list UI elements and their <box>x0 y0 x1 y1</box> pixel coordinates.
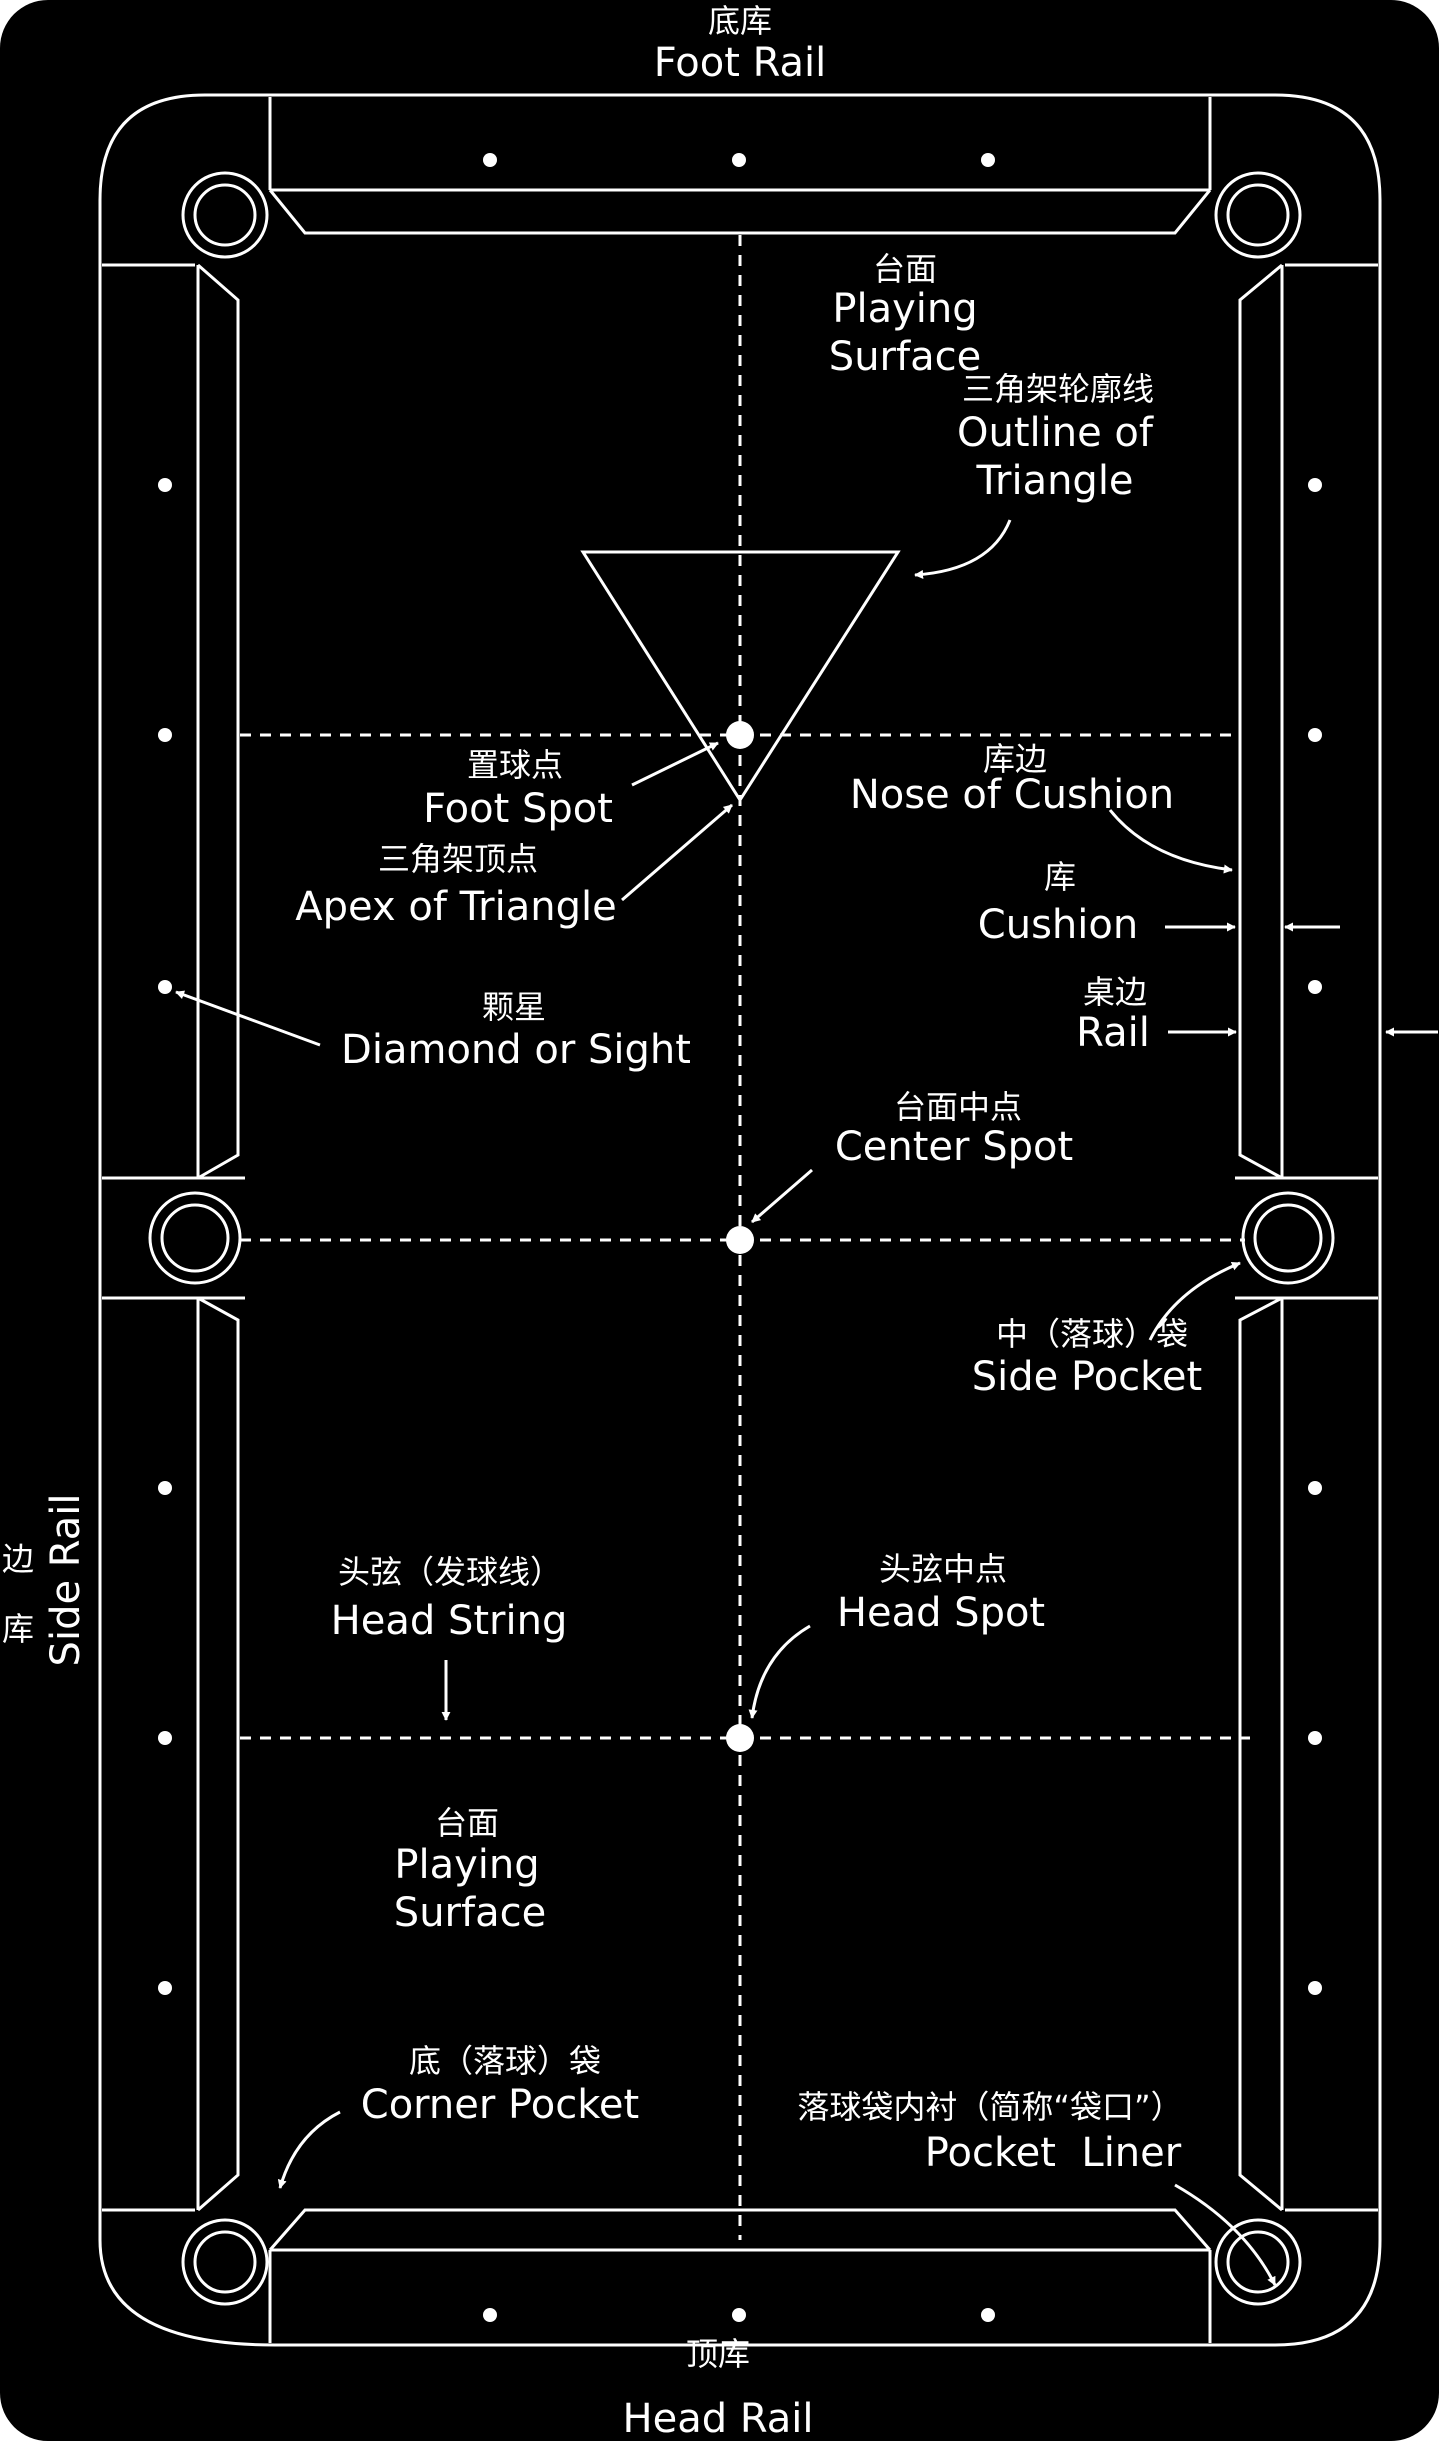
foot-spot <box>726 721 754 749</box>
pocket-liner-en: Pocket Liner <box>925 2130 1182 2176</box>
nose-cushion-en: Nose of Cushion <box>850 772 1174 818</box>
diamond-sights <box>158 153 1322 2322</box>
outline-triangle-en1: Outline of <box>957 410 1154 456</box>
rail-segment-lines <box>102 97 1378 2343</box>
foot-rail-label-cn: 底库 <box>708 2 772 40</box>
diamond-cn: 颗星 <box>482 988 546 1026</box>
center-spot <box>726 1226 754 1254</box>
rail-cn: 桌边 <box>1083 973 1147 1011</box>
foot-spot-en: Foot Spot <box>423 786 613 832</box>
cushion-cn: 库 <box>1044 858 1076 896</box>
corner-pocket-bottom-right <box>1214 2218 1302 2306</box>
side-pocket-cn: 中（落球）袋 <box>996 1315 1188 1353</box>
corner-pocket-top-right <box>1214 171 1302 259</box>
apex-cn: 三角架顶点 <box>378 840 538 878</box>
outline-triangle-cn: 三角架轮廓线 <box>962 370 1154 408</box>
foot-spot-cn: 置球点 <box>467 746 563 784</box>
center-spot-cn: 台面中点 <box>894 1088 1022 1126</box>
side-rail-en: Side Rail <box>43 1494 89 1667</box>
foot-rail-label-en: Foot Rail <box>654 40 827 86</box>
rail-inner-line <box>196 188 1284 2252</box>
head-spot <box>726 1724 754 1752</box>
cushion-nose-outline <box>197 189 1283 2251</box>
head-string-cn: 头弦（发球线） <box>338 1553 562 1591</box>
corner-pocket-cn: 底（落球）袋 <box>409 2042 601 2080</box>
pocket-liner-cn: 落球袋内衬（简称“袋口”） <box>797 2088 1182 2126</box>
corner-pocket-bottom-left <box>181 2218 269 2306</box>
cushion-en: Cushion <box>978 902 1138 948</box>
side-rail-cn2: 库 <box>2 1610 34 1648</box>
playing-surface-bottom-cn: 台面 <box>435 1804 499 1842</box>
arrow-apex <box>621 803 733 902</box>
side-pocket-left <box>148 1191 242 1285</box>
arrow-nose-cushion <box>1108 809 1233 874</box>
side-pocket-right <box>1241 1191 1335 1285</box>
arrow-diamond <box>175 990 321 1047</box>
rail-en: Rail <box>1076 1010 1150 1056</box>
nose-cushion-cn: 库边 <box>983 740 1047 778</box>
apex-en: Apex of Triangle <box>295 884 616 930</box>
playing-surface-top-cn: 台面 <box>873 250 937 288</box>
arrow-corner-pocket <box>277 2110 341 2189</box>
table-outer-frame <box>98 93 1382 2347</box>
playing-surface-bottom-en2: Surface <box>394 1890 546 1936</box>
labels: 底库 Foot Rail 台面 Playing Surface 三角架轮廓线 O… <box>2 2 1202 2441</box>
playing-surface-top-en2: Surface <box>829 334 981 380</box>
head-rail-cn: 顶库 <box>686 2335 750 2373</box>
head-spot-en: Head Spot <box>837 1590 1045 1636</box>
diamond-en: Diamond or Sight <box>341 1027 691 1073</box>
playing-surface-top-en1: Playing <box>832 286 977 332</box>
head-rail-en: Head Rail <box>623 2396 814 2441</box>
head-string-en: Head String <box>331 1598 568 1644</box>
center-spot-en: Center Spot <box>835 1124 1073 1170</box>
outline-triangle-en2: Triangle <box>975 458 1133 504</box>
arrow-head-spot <box>748 1624 811 1719</box>
triangle-outline <box>580 550 901 803</box>
arrow-center-spot <box>751 1168 813 1224</box>
head-spot-cn: 头弦中点 <box>879 1550 1007 1588</box>
arrow-foot-spot <box>631 741 719 787</box>
arrow-pocket-liner <box>1174 2183 1277 2286</box>
corner-pocket-top-left <box>181 171 269 259</box>
pointer-arrows <box>175 519 1438 2286</box>
arrow-side-pocket <box>1148 1261 1241 1341</box>
playing-surface-bottom-en1: Playing <box>394 1842 539 1888</box>
arrow-outline-triangle <box>914 519 1012 579</box>
corner-pocket-en: Corner Pocket <box>361 2082 639 2128</box>
side-rail-cn1: 边 <box>2 1540 34 1578</box>
side-pocket-en: Side Pocket <box>972 1354 1202 1400</box>
